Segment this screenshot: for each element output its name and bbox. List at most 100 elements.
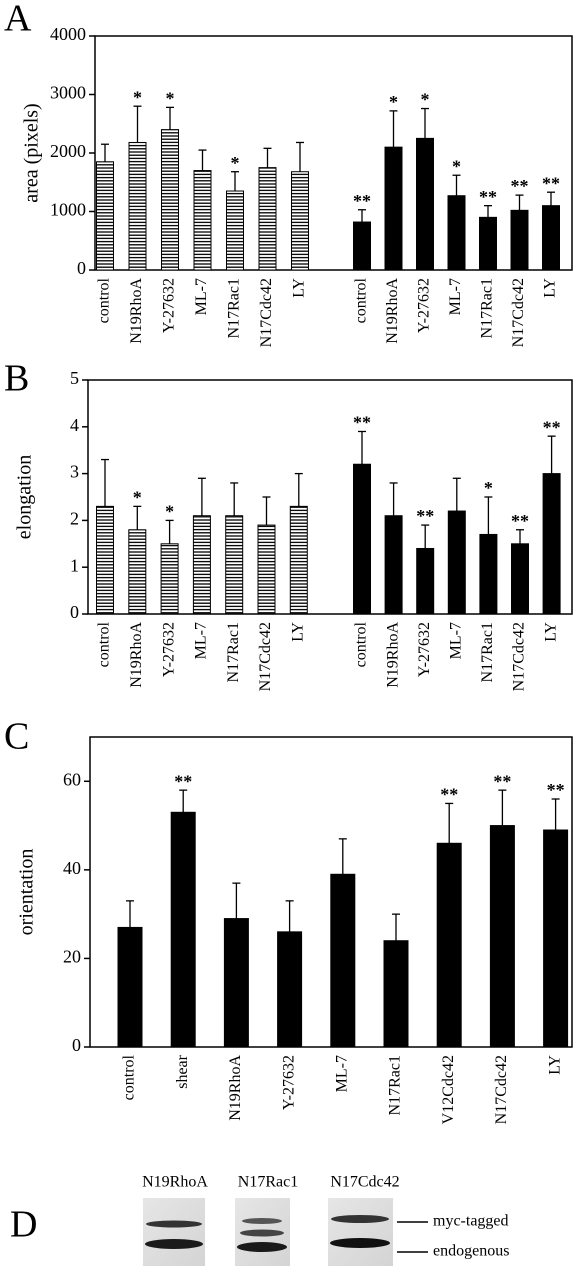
- bar: [436, 842, 462, 1048]
- bar: [353, 463, 371, 615]
- blot: D N19RhoA N17Rac1 N17Cdc42 myc-tagged en…: [10, 1174, 509, 1266]
- x-tick-label: LY: [289, 622, 306, 642]
- y-axis-label: orientation: [16, 849, 38, 936]
- x-tick-label: LY: [542, 622, 559, 642]
- x-tick-label: N17Cdc42: [510, 278, 527, 347]
- x-tick-label: N17Cdc42: [257, 622, 274, 691]
- bar: [542, 473, 561, 615]
- bar: [291, 171, 309, 271]
- significance: **: [440, 785, 458, 805]
- significance: **: [547, 780, 565, 800]
- x-tick-label: Y-27632: [160, 622, 177, 677]
- x-tick-label: N19RhoA: [128, 278, 145, 344]
- significance: **: [416, 506, 434, 526]
- significance: *: [421, 90, 430, 110]
- band: [146, 1220, 202, 1228]
- bar: [510, 209, 529, 271]
- bar: [383, 940, 409, 1048]
- bar: [447, 195, 466, 271]
- bar: [96, 505, 114, 615]
- x-tick-label: N19RhoA: [227, 1055, 244, 1121]
- bar: [160, 543, 179, 615]
- band: [240, 1229, 284, 1237]
- blot-lane: [328, 1198, 393, 1266]
- band: [145, 1239, 203, 1249]
- band: [330, 1238, 390, 1248]
- y-tick-label: 3000: [50, 83, 86, 103]
- x-tick-label: N19RhoA: [128, 622, 145, 688]
- bar: [128, 529, 147, 615]
- x-tick-label: shear: [174, 1054, 191, 1088]
- bar: [330, 873, 356, 1048]
- x-tick-label: ML-7: [447, 622, 464, 659]
- x-tick-label: LY: [291, 278, 308, 298]
- y-tick-label: 2000: [50, 141, 86, 161]
- bar: [289, 505, 308, 615]
- y-tick-label: 20: [63, 947, 81, 967]
- panel-label: A: [4, 0, 32, 40]
- y-tick-label: 5: [70, 368, 79, 388]
- panel-label: C: [4, 716, 29, 758]
- bar: [384, 146, 403, 271]
- x-tick-label: Y-27632: [416, 622, 433, 677]
- panel-label: B: [4, 358, 29, 400]
- significance: **: [543, 417, 561, 437]
- y-tick-label: 40: [63, 858, 81, 878]
- y-tick-label: 0: [77, 258, 86, 278]
- y-axis-label: elongation: [14, 455, 36, 539]
- x-tick-label: Y-27632: [416, 278, 433, 333]
- x-tick-label: LY: [542, 278, 559, 298]
- significance: *: [484, 478, 493, 498]
- band-label: myc-tagged: [433, 1213, 509, 1230]
- y-tick-label: 4000: [50, 24, 86, 44]
- x-tick-label: Y-27632: [161, 278, 178, 333]
- band: [242, 1218, 282, 1224]
- bar: [225, 515, 244, 615]
- x-tick-label: ML-7: [193, 278, 210, 315]
- y-tick-label: 60: [63, 769, 81, 789]
- significance: *: [165, 502, 174, 522]
- x-tick-label: control: [353, 277, 370, 323]
- x-tick-label: control: [121, 1054, 138, 1100]
- y-tick-label: 0: [72, 1035, 81, 1055]
- bar: [117, 926, 143, 1048]
- x-tick-label: N17Cdc42: [258, 278, 275, 347]
- bar: [96, 161, 114, 271]
- significance: *: [166, 88, 175, 108]
- panel-label: D: [10, 1204, 37, 1246]
- significance: *: [389, 92, 398, 112]
- x-tick-label: Y-27632: [280, 1055, 297, 1110]
- significance: **: [542, 173, 560, 193]
- significance: **: [353, 413, 371, 433]
- x-tick-label: N19RhoA: [384, 622, 401, 688]
- bar: [223, 918, 249, 1048]
- y-tick-label: 2: [70, 509, 79, 529]
- bar: [511, 543, 529, 615]
- bar: [479, 533, 498, 615]
- x-tick-label: control: [96, 277, 113, 323]
- significance: *: [133, 487, 142, 507]
- bar: [192, 515, 211, 615]
- blot-lane: [143, 1198, 205, 1266]
- bar: [353, 221, 371, 271]
- y-tick-label: 1: [70, 555, 79, 575]
- bar: [258, 167, 277, 271]
- x-tick-label: N17Rac1: [479, 278, 496, 338]
- x-tick-label: control: [353, 621, 370, 667]
- bar: [128, 141, 147, 271]
- y-tick-label: 4: [70, 415, 79, 435]
- x-tick-label: LY: [546, 1055, 563, 1075]
- bar: [193, 170, 212, 271]
- band: [331, 1215, 389, 1223]
- x-tick-label: ML-7: [333, 1055, 350, 1092]
- bar: [277, 931, 303, 1048]
- x-tick-label: N17Rac1: [226, 278, 243, 338]
- x-tick-label: N19RhoA: [384, 278, 401, 344]
- bar: [170, 811, 196, 1048]
- bar: [416, 137, 434, 271]
- bar: [416, 547, 435, 615]
- bar: [161, 129, 179, 271]
- bar: [542, 205, 560, 271]
- significance: **: [479, 187, 497, 207]
